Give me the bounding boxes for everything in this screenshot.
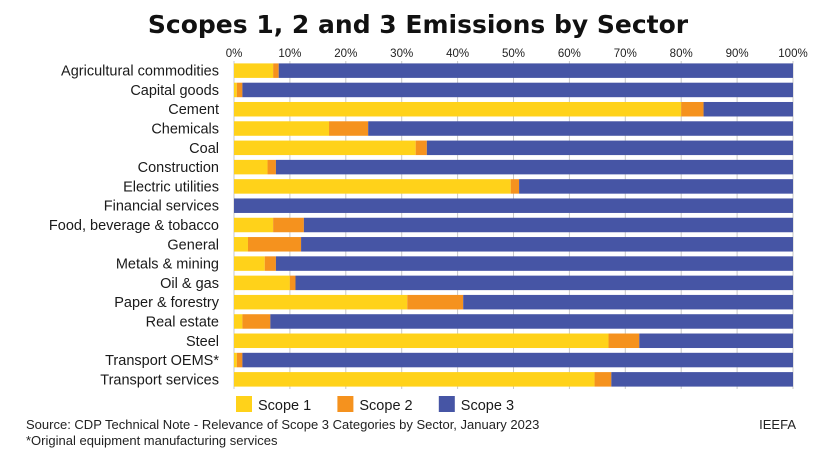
bar-scope-2 (681, 101, 704, 117)
bar-scope-3 (234, 198, 793, 213)
bar-scope-3 (426, 140, 793, 156)
bar-scope-2 (273, 63, 279, 78)
bar-scope-2 (407, 294, 464, 310)
category-label: Food, beverage & tobacco (49, 218, 219, 234)
legend-label: Scope 3 (461, 398, 514, 414)
bar-scope-1 (234, 275, 290, 291)
category-label: Transport OEMS* (105, 353, 219, 369)
bar-scope-3 (270, 314, 794, 329)
category-label: Financial services (104, 199, 219, 215)
category-label: Cement (168, 102, 219, 118)
category-label: Transport services (100, 372, 219, 388)
bar-scope-2 (242, 314, 271, 329)
legend-swatch (236, 396, 252, 412)
bar-scope-1 (234, 82, 237, 98)
bar-scope-2 (236, 82, 243, 98)
bar-scope-2 (247, 237, 302, 252)
legend-label: Scope 1 (258, 398, 311, 414)
chart-title: Scopes 1, 2 and 3 Emissions by Sector (147, 10, 689, 39)
bar-scope-2 (289, 275, 296, 291)
bar-scope-1 (234, 237, 248, 252)
bar-scope-1 (234, 63, 274, 78)
bar-scope-2 (273, 217, 304, 233)
x-tick-label: 0% (226, 48, 243, 60)
legend-swatch (337, 396, 354, 412)
bar-scope-1 (234, 294, 408, 310)
bar-scope-3 (303, 217, 793, 233)
bar-scope-1 (234, 372, 595, 387)
x-tick-label: 60% (558, 48, 581, 60)
bar-scope-1 (234, 179, 511, 194)
x-tick-label: 10% (278, 48, 301, 60)
bar-scope-3 (275, 256, 793, 271)
category-label: Coal (189, 141, 219, 157)
bar-scope-3 (275, 159, 793, 175)
category-label: Metals & mining (116, 257, 219, 273)
x-tick-label: 20% (334, 48, 357, 60)
category-label: Construction (138, 160, 219, 176)
bar-scope-3 (278, 63, 794, 78)
bar-scope-1 (234, 256, 265, 271)
category-label: Oil & gas (160, 276, 219, 292)
x-tick-label: 90% (726, 48, 749, 60)
bar-scope-1 (234, 333, 609, 349)
bar-scope-3 (368, 121, 793, 136)
bar-scope-2 (608, 333, 640, 349)
category-label: Agricultural commodities (61, 64, 219, 80)
x-tick-label: 40% (446, 48, 469, 60)
x-tick-label: 100% (778, 48, 807, 60)
legend-label: Scope 2 (359, 398, 412, 414)
x-tick-label: 80% (670, 48, 693, 60)
bar-scope-2 (594, 372, 612, 387)
category-label: Chemicals (151, 122, 219, 138)
bar-scope-1 (234, 121, 330, 136)
bar-scope-3 (242, 82, 793, 98)
footnote: *Original equipment manufacturing servic… (26, 433, 278, 448)
x-tick-label: 50% (502, 48, 525, 60)
bar-scope-2 (329, 121, 369, 136)
bar-scope-3 (242, 352, 793, 368)
brand-label: IEEFA (759, 417, 796, 432)
source-note: Source: CDP Technical Note - Relevance o… (26, 417, 540, 432)
bar-scope-3 (703, 101, 793, 117)
category-label: Capital goods (130, 83, 219, 99)
bar-scope-2 (510, 179, 520, 194)
bar-scope-1 (234, 352, 237, 368)
bar-scope-3 (519, 179, 793, 194)
category-label: Paper & forestry (114, 295, 220, 311)
bar-scope-1 (234, 101, 682, 117)
legend-swatch (438, 396, 455, 412)
bar-scope-2 (264, 256, 276, 271)
bar-scope-2 (415, 140, 427, 156)
bar-scope-3 (611, 372, 793, 387)
category-label: Steel (186, 334, 219, 350)
bar-scope-2 (267, 159, 276, 175)
x-tick-label: 30% (390, 48, 413, 60)
bar-scope-1 (234, 217, 274, 233)
bar-scope-3 (295, 275, 793, 291)
bar-scope-1 (234, 314, 243, 329)
bar-scope-1 (234, 159, 268, 175)
category-label: Electric utilities (123, 179, 219, 195)
bar-scope-3 (301, 237, 793, 252)
bar-scope-3 (463, 294, 793, 310)
category-label: General (167, 237, 219, 253)
bar-scope-2 (236, 352, 243, 368)
bar-scope-1 (234, 140, 416, 156)
category-label: Real estate (146, 314, 219, 330)
x-tick-label: 70% (614, 48, 637, 60)
bar-scope-3 (639, 333, 793, 349)
